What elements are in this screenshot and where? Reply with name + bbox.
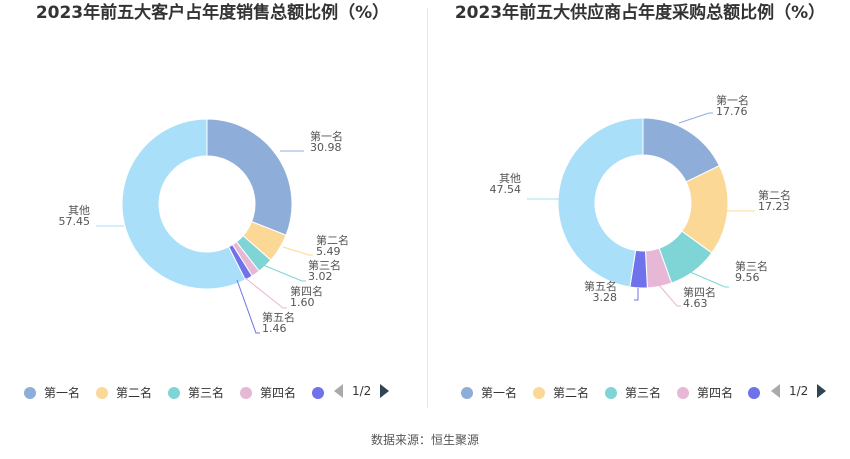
legend-label: 第一名	[481, 386, 518, 400]
legend-item-3[interactable]: 第三名	[168, 384, 224, 401]
page-next-icon[interactable]	[380, 384, 390, 398]
legend-marker	[312, 387, 324, 399]
leader-line-5	[236, 279, 260, 334]
slice-value-label: 17.76	[716, 105, 748, 118]
page-prev-icon[interactable]	[771, 384, 780, 398]
slice-value-label: 47.54	[490, 183, 522, 196]
slice-category-label: 其他	[499, 172, 521, 185]
slice-category-label: 第一名	[310, 129, 343, 143]
legend-pager: 1/2	[334, 384, 390, 398]
legend-item-4[interactable]: 第四名	[677, 384, 733, 401]
slice-value-label: 3.28	[593, 291, 618, 304]
legend-marker	[461, 386, 473, 399]
legend-label: 第二名	[553, 386, 590, 400]
legend-label: 第四名	[697, 386, 734, 400]
slice-category-label: 第二名	[758, 188, 791, 202]
legend-marker	[168, 386, 180, 399]
page-indicator: 1/2	[789, 384, 809, 398]
legend-item-5[interactable]	[748, 387, 768, 399]
slice-value-label: 1.46	[262, 322, 287, 335]
slice-category-label: 第四名	[290, 284, 323, 298]
slice-category-label: 其他	[68, 204, 90, 217]
page-prev-icon[interactable]	[334, 384, 343, 398]
slice-value-label: 30.98	[310, 141, 342, 154]
slice-value-label: 17.23	[758, 200, 790, 213]
legend-pager: 1/2	[771, 384, 827, 398]
chart-title: 2023年前五大客户占年度销售总额比例（%）	[35, 3, 390, 23]
slice-value-label: 5.49	[316, 245, 341, 258]
legend-item-2[interactable]: 第二名	[96, 384, 152, 401]
donut-slice-6[interactable]	[557, 117, 644, 288]
slice-value-label: 57.45	[59, 215, 91, 228]
panel-divider	[427, 8, 428, 408]
leader-line-3	[262, 264, 306, 282]
legend-marker	[240, 386, 252, 399]
data-source-note: 数据来源：恒生聚源	[370, 433, 479, 447]
slice-value-label: 1.60	[290, 296, 315, 309]
legend-label: 第四名	[260, 386, 297, 400]
legend-marker	[96, 386, 108, 399]
leader-line-4	[658, 284, 681, 307]
slice-category-label: 第三名	[308, 258, 341, 272]
donut-slice-1[interactable]	[206, 118, 293, 236]
leader-line-5	[634, 288, 639, 301]
customer-chart-panel: 2023年前五大客户占年度销售总额比例（%） 第一名 30.98 第二名 5.49 第三…	[0, 0, 425, 410]
legend-item-4[interactable]: 第四名	[240, 384, 296, 401]
legend-marker	[533, 386, 545, 399]
slice-category-label: 第三名	[735, 259, 768, 273]
slice-category-label: 第一名	[716, 93, 749, 107]
legend-marker	[748, 387, 760, 399]
page-indicator: 1/2	[352, 384, 372, 398]
legend-item-1[interactable]: 第一名	[461, 384, 517, 401]
supplier-chart-panel: 2023年前五大供应商占年度采购总额比例（%） 第一名 17.76 第二名 17.23…	[425, 0, 850, 410]
chart-title: 2023年前五大供应商占年度采购总额比例（%）	[454, 3, 826, 23]
slice-category-label: 第二名	[316, 233, 349, 247]
legend-marker	[605, 386, 617, 399]
legend-label: 第三名	[188, 386, 225, 400]
legend-item-1[interactable]: 第一名	[24, 384, 80, 401]
slice-category-label: 第五名	[584, 279, 617, 293]
legend-item-2[interactable]: 第二名	[533, 384, 589, 401]
leader-line-3	[689, 271, 729, 288]
legend-label: 第三名	[625, 386, 662, 400]
chart-legend: 第一名 第二名 第三名 第四名 1/2	[0, 384, 425, 402]
legend-item-3[interactable]: 第三名	[605, 384, 661, 401]
legend-label: 第一名	[44, 386, 81, 400]
slice-value-label: 3.02	[308, 270, 333, 283]
legend-item-5[interactable]	[312, 387, 332, 399]
leader-line-4	[243, 276, 287, 309]
donut-slice-6[interactable]	[121, 118, 247, 290]
leader-line-1	[678, 112, 713, 124]
page-next-icon[interactable]	[817, 384, 827, 398]
slice-category-label: 第五名	[262, 310, 295, 324]
slice-value-label: 9.56	[735, 271, 760, 284]
slice-value-label: 4.63	[683, 297, 708, 310]
legend-label: 第二名	[116, 386, 153, 400]
legend-marker	[677, 386, 689, 399]
chart-legend: 第一名 第二名 第三名 第四名 1/2	[425, 384, 850, 402]
slice-category-label: 第四名	[683, 285, 716, 299]
legend-marker	[24, 386, 36, 399]
leader-line-2	[282, 246, 313, 256]
